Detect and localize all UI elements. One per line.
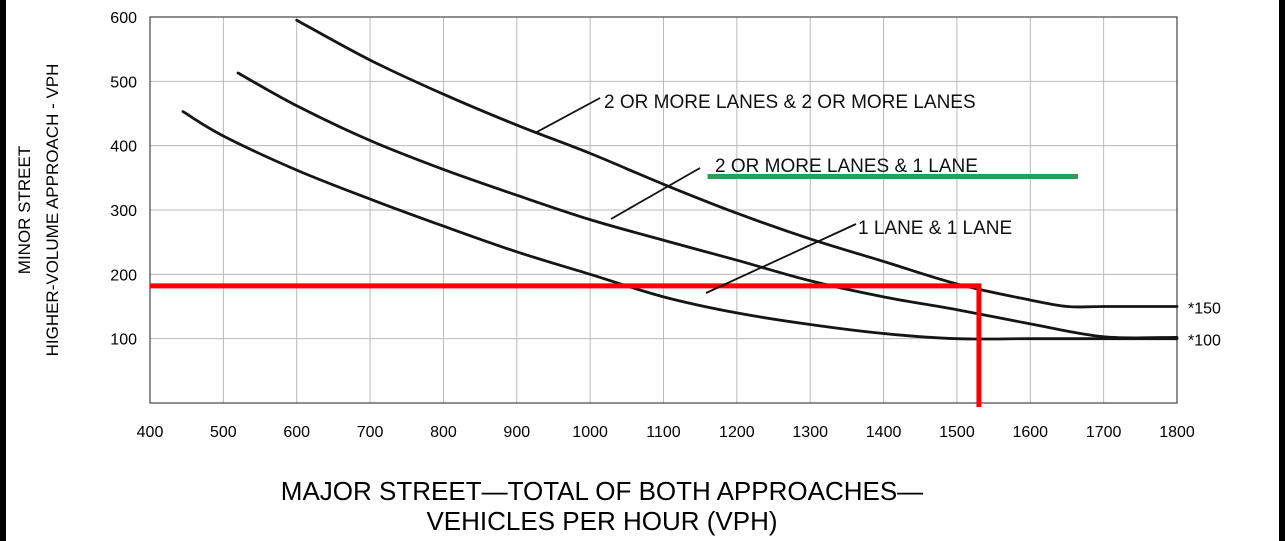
grid-lines bbox=[149, 16, 1178, 404]
x-tick-label-900: 900 bbox=[503, 424, 530, 441]
y-axis-title-line-1: MINOR STREET bbox=[15, 146, 34, 274]
x-tick-label-800: 800 bbox=[430, 424, 457, 441]
x-axis-title-line-1: MAJOR STREET—TOTAL OF BOTH APPROACHES— bbox=[281, 476, 923, 506]
x-tick-label-1200: 1200 bbox=[719, 424, 755, 441]
x-tick-label-1400: 1400 bbox=[866, 424, 902, 441]
series-label-2: 1 LANE & 1 LANE bbox=[858, 218, 1012, 239]
overlay-lines bbox=[150, 174, 1078, 407]
y-axis-title-line-2: HIGHER-VOLUME APPROACH - VPH bbox=[43, 64, 62, 357]
y-tick-label-300: 300 bbox=[110, 203, 137, 220]
series-line-0 bbox=[295, 18, 1179, 309]
curve-labels: 2 OR MORE LANES & 2 OR MORE LANES 2 OR MO… bbox=[534, 92, 1221, 350]
y-tick-label-500: 500 bbox=[110, 74, 137, 91]
series-leader-0 bbox=[534, 97, 601, 134]
series-leader-2 bbox=[705, 223, 857, 294]
series-leader-1 bbox=[610, 167, 701, 220]
left-frame-bar bbox=[0, 0, 6, 541]
x-tick-label-1500: 1500 bbox=[939, 424, 975, 441]
series-label-0: 2 OR MORE LANES & 2 OR MORE LANES bbox=[604, 92, 976, 113]
x-tick-label-1600: 1600 bbox=[1012, 424, 1048, 441]
series-line-2 bbox=[181, 110, 1179, 341]
plot-frame bbox=[149, 16, 1178, 404]
tick-labels: 400 500 600 700 800 900 1000 1100 1200 1300 1400 15… bbox=[110, 10, 1195, 441]
x-tick-label-1100: 1100 bbox=[646, 424, 681, 441]
floor-annotation-1: *100 bbox=[1188, 333, 1221, 350]
x-tick-label-400: 400 bbox=[137, 424, 164, 441]
x-tick-label-600: 600 bbox=[283, 424, 310, 441]
right-frame-bar bbox=[1279, 0, 1285, 541]
x-tick-label-1300: 1300 bbox=[792, 424, 828, 441]
y-tick-label-200: 200 bbox=[110, 267, 137, 284]
y-tick-label-600: 600 bbox=[110, 10, 137, 27]
series-label-1: 2 OR MORE LANES & 1 LANE bbox=[715, 156, 978, 177]
x-tick-label-1000: 1000 bbox=[572, 424, 608, 441]
x-tick-label-500: 500 bbox=[210, 424, 237, 441]
y-tick-label-100: 100 bbox=[110, 332, 137, 349]
x-axis-title-line-2: VEHICLES PER HOUR (VPH) bbox=[426, 506, 777, 536]
x-tick-label-1700: 1700 bbox=[1086, 424, 1122, 441]
x-tick-label-1800: 1800 bbox=[1159, 424, 1195, 441]
series-line-1 bbox=[236, 71, 1179, 340]
curve-lines bbox=[181, 18, 1179, 341]
y-tick-label-400: 400 bbox=[110, 139, 137, 156]
x-tick-label-700: 700 bbox=[357, 424, 384, 441]
floor-annotation-0: *150 bbox=[1188, 301, 1221, 318]
